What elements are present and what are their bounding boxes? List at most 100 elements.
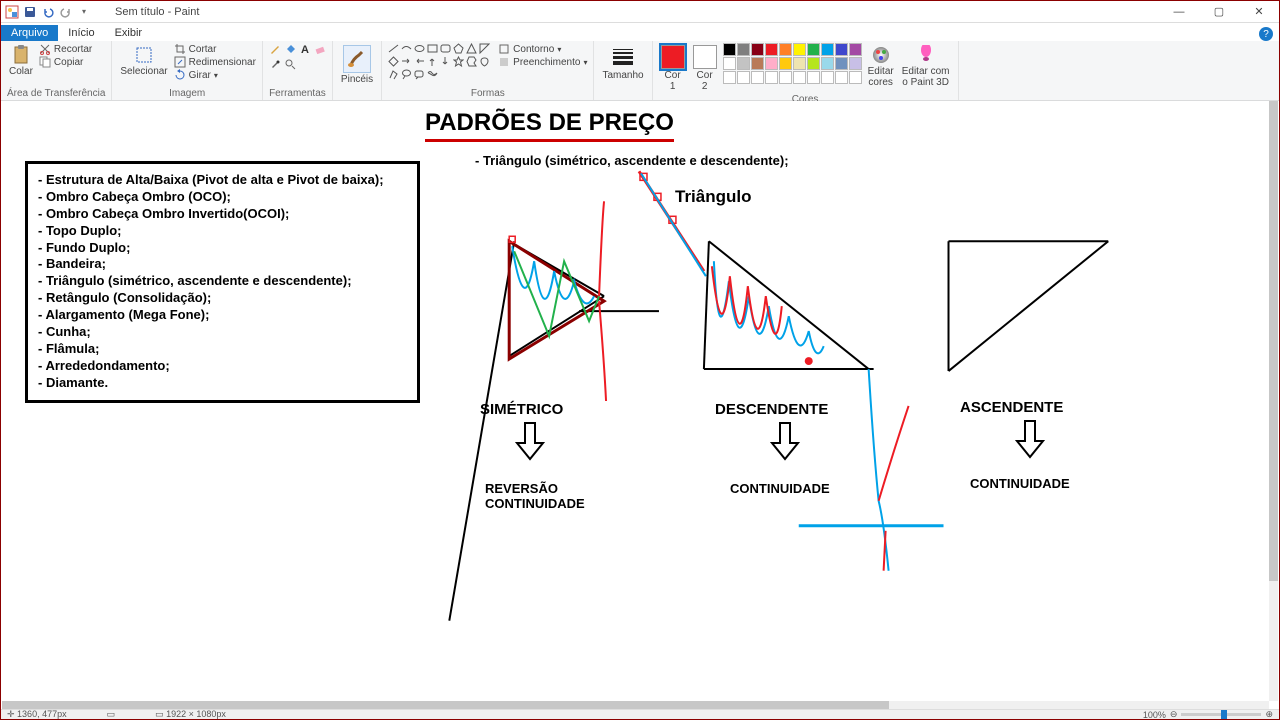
size-button[interactable]: Tamanho xyxy=(600,43,645,83)
color-swatch[interactable] xyxy=(765,71,778,84)
copy-button[interactable]: Copiar xyxy=(39,56,92,68)
canvas-content: PADRÕES DE PREÇO - Triângulo (simétrico,… xyxy=(5,101,1269,701)
color-swatch[interactable] xyxy=(737,71,750,84)
fill-icon[interactable] xyxy=(284,43,296,55)
canvas[interactable]: PADRÕES DE PREÇO - Triângulo (simétrico,… xyxy=(5,101,1269,701)
color-swatch[interactable] xyxy=(849,71,862,84)
subtitle: - Triângulo (simétrico, ascendente e des… xyxy=(475,153,789,168)
result-simetrico: REVERSÃO CONTINUIDADE xyxy=(485,481,585,511)
svg-text:A: A xyxy=(301,44,309,55)
color-swatch[interactable] xyxy=(807,43,820,56)
ribbon-tabs: Arquivo Início Exibir ? xyxy=(1,23,1279,41)
tab-home[interactable]: Início xyxy=(58,25,104,41)
selection-size: ▭ xyxy=(107,709,116,720)
color-swatch[interactable] xyxy=(807,57,820,70)
help-icon[interactable]: ? xyxy=(1259,27,1273,41)
color-swatch[interactable] xyxy=(765,43,778,56)
zoom-slider[interactable] xyxy=(1181,713,1261,716)
cut-button[interactable]: Recortar xyxy=(39,43,92,55)
window-controls: — ▢ ✕ xyxy=(1159,1,1279,23)
ribbon-group-shapes: Contorno▾ Preenchimento▾ Formas xyxy=(382,41,594,100)
window-title: Sem título - Paint xyxy=(95,6,1159,18)
color-swatch[interactable] xyxy=(793,71,806,84)
maximize-button[interactable]: ▢ xyxy=(1199,1,1239,23)
color-swatch[interactable] xyxy=(835,57,848,70)
rotate-button[interactable]: Girar ▾ xyxy=(174,69,256,81)
shape-outline-button[interactable]: Contorno▾ xyxy=(498,43,587,55)
ribbon-group-brushes: Pincéis xyxy=(333,41,382,100)
close-button[interactable]: ✕ xyxy=(1239,1,1279,23)
color2-button[interactable]: Cor 2 xyxy=(691,43,719,94)
ribbon-group-clipboard: Colar Recortar Copiar Área de Transferên… xyxy=(1,41,112,100)
undo-icon[interactable] xyxy=(41,5,55,19)
select-button[interactable]: Selecionar xyxy=(118,43,169,79)
pencil-icon[interactable] xyxy=(269,43,281,55)
save-icon[interactable] xyxy=(23,5,37,19)
color-swatch[interactable] xyxy=(779,57,792,70)
quick-access-toolbar: ▾ xyxy=(1,5,95,19)
color-swatch[interactable] xyxy=(737,57,750,70)
color-palette[interactable] xyxy=(723,43,862,84)
color-swatch[interactable] xyxy=(821,43,834,56)
ribbon-group-size: Tamanho xyxy=(594,41,652,100)
paint3d-button[interactable]: Editar com o Paint 3D xyxy=(900,43,952,90)
label-ascendente: ASCENDENTE xyxy=(960,399,1063,416)
color-swatch[interactable] xyxy=(751,71,764,84)
ribbon: Colar Recortar Copiar Área de Transferên… xyxy=(1,41,1279,101)
tab-view[interactable]: Exibir xyxy=(105,25,153,41)
color-swatch[interactable] xyxy=(835,43,848,56)
zoom-in-button[interactable]: ⊕ xyxy=(1265,709,1273,720)
qat-dropdown-icon[interactable]: ▾ xyxy=(77,5,91,19)
crop-button[interactable]: Cortar xyxy=(174,43,256,55)
eraser-icon[interactable] xyxy=(314,43,326,55)
zoom-out-button[interactable]: ⊖ xyxy=(1170,709,1178,720)
color-swatch[interactable] xyxy=(779,71,792,84)
minimize-button[interactable]: — xyxy=(1159,1,1199,23)
color-swatch[interactable] xyxy=(765,57,778,70)
ribbon-group-tools: A Ferramentas xyxy=(263,41,333,100)
zoom-controls: 100% ⊖ ⊕ xyxy=(1143,709,1273,720)
color-swatch[interactable] xyxy=(821,57,834,70)
picker-icon[interactable] xyxy=(269,58,281,70)
color-swatch[interactable] xyxy=(751,43,764,56)
brushes-button[interactable]: Pincéis xyxy=(339,43,375,87)
color-swatch[interactable] xyxy=(737,43,750,56)
color-swatch[interactable] xyxy=(849,57,862,70)
color-swatch[interactable] xyxy=(835,71,848,84)
paste-label: Colar xyxy=(9,66,33,77)
result-descendente: CONTINUIDADE xyxy=(730,481,830,496)
label-descendente: DESCENDENTE xyxy=(715,401,828,418)
color-swatch[interactable] xyxy=(779,43,792,56)
statusbar: ✛ 1360, 477px ▭ ▭ 1922 × 1080px 100% ⊖ ⊕ xyxy=(1,709,1279,719)
color-swatch[interactable] xyxy=(751,57,764,70)
color-swatch[interactable] xyxy=(793,43,806,56)
paste-button[interactable]: Colar xyxy=(7,43,35,79)
arrow-icon xyxy=(515,421,545,461)
label-simetrico: SIMÉTRICO xyxy=(480,401,563,418)
color-swatch[interactable] xyxy=(821,71,834,84)
color-swatch[interactable] xyxy=(723,43,736,56)
horizontal-scrollbar[interactable] xyxy=(2,701,1269,709)
shape-fill-button[interactable]: Preenchimento▾ xyxy=(498,56,587,68)
result-ascendente: CONTINUIDADE xyxy=(970,476,1070,491)
cursor-coords: ✛ 1360, 477px xyxy=(7,709,67,720)
color-swatch[interactable] xyxy=(723,57,736,70)
color-swatch[interactable] xyxy=(793,57,806,70)
arrow-icon xyxy=(770,421,800,461)
resize-button[interactable]: Redimensionar xyxy=(174,56,256,68)
color-swatch[interactable] xyxy=(807,71,820,84)
tab-file[interactable]: Arquivo xyxy=(1,25,58,41)
redo-icon[interactable] xyxy=(59,5,73,19)
vertical-scrollbar[interactable] xyxy=(1269,101,1278,701)
color-swatch[interactable] xyxy=(723,71,736,84)
magnifier-icon[interactable] xyxy=(284,58,296,70)
color-swatch[interactable] xyxy=(849,43,862,56)
text-icon[interactable]: A xyxy=(299,43,311,55)
color1-button[interactable]: Cor 1 xyxy=(659,43,687,94)
shape-gallery[interactable] xyxy=(388,43,490,80)
canvas-dims: ▭ 1922 × 1080px xyxy=(155,709,226,720)
titlebar: ▾ Sem título - Paint — ▢ ✕ xyxy=(1,1,1279,23)
edit-colors-button[interactable]: Editar cores xyxy=(866,43,896,90)
paint-app-icon xyxy=(5,5,19,19)
zoom-value: 100% xyxy=(1143,710,1166,720)
